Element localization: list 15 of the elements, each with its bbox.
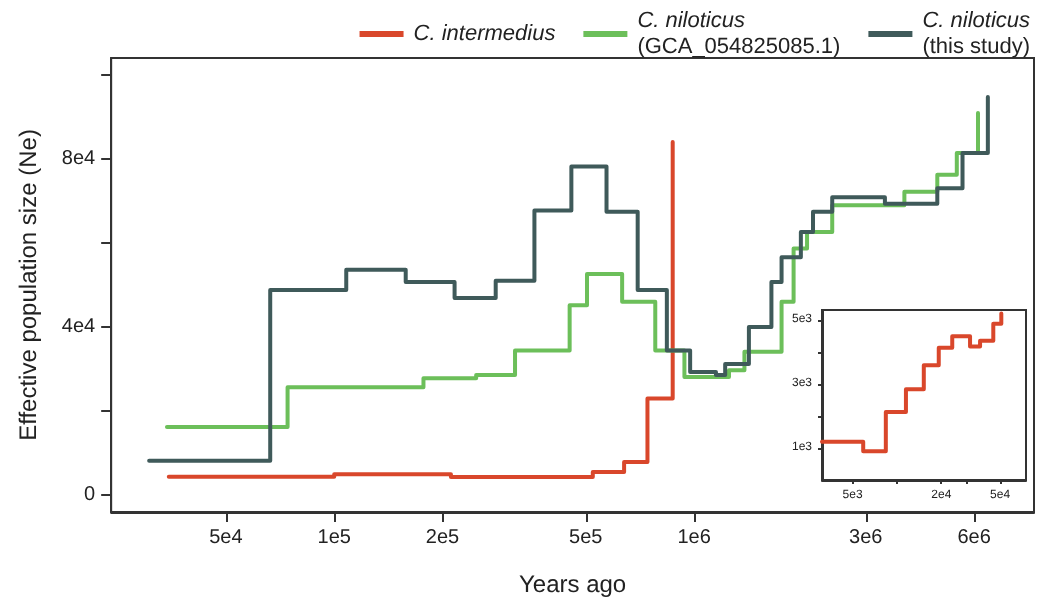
legend-label: C. niloticus (GCA_054825085.1) xyxy=(637,9,841,59)
x-axis-title: Years ago xyxy=(518,570,627,598)
legend-label: C. intermedius xyxy=(413,22,557,46)
x-tick-label: 5e4 xyxy=(209,527,244,549)
y-tick-label: 0 xyxy=(84,484,97,507)
x-tick-label: 2e5 xyxy=(425,527,461,549)
x-tick-label: 1e5 xyxy=(317,527,352,549)
x-tick-label: 3e6 xyxy=(849,527,884,549)
y-tick-label: 8e4 xyxy=(61,147,97,170)
y-axis-title: Effective population size (Ne) xyxy=(14,129,42,441)
x-tick-label: 5e5 xyxy=(569,527,604,549)
legend-label: C. niloticus (this study) xyxy=(922,9,1031,59)
x-tick-label: 1e6 xyxy=(677,527,712,549)
y-tick-label: 4e4 xyxy=(61,316,97,339)
x-tick-label: 6e6 xyxy=(957,527,992,549)
